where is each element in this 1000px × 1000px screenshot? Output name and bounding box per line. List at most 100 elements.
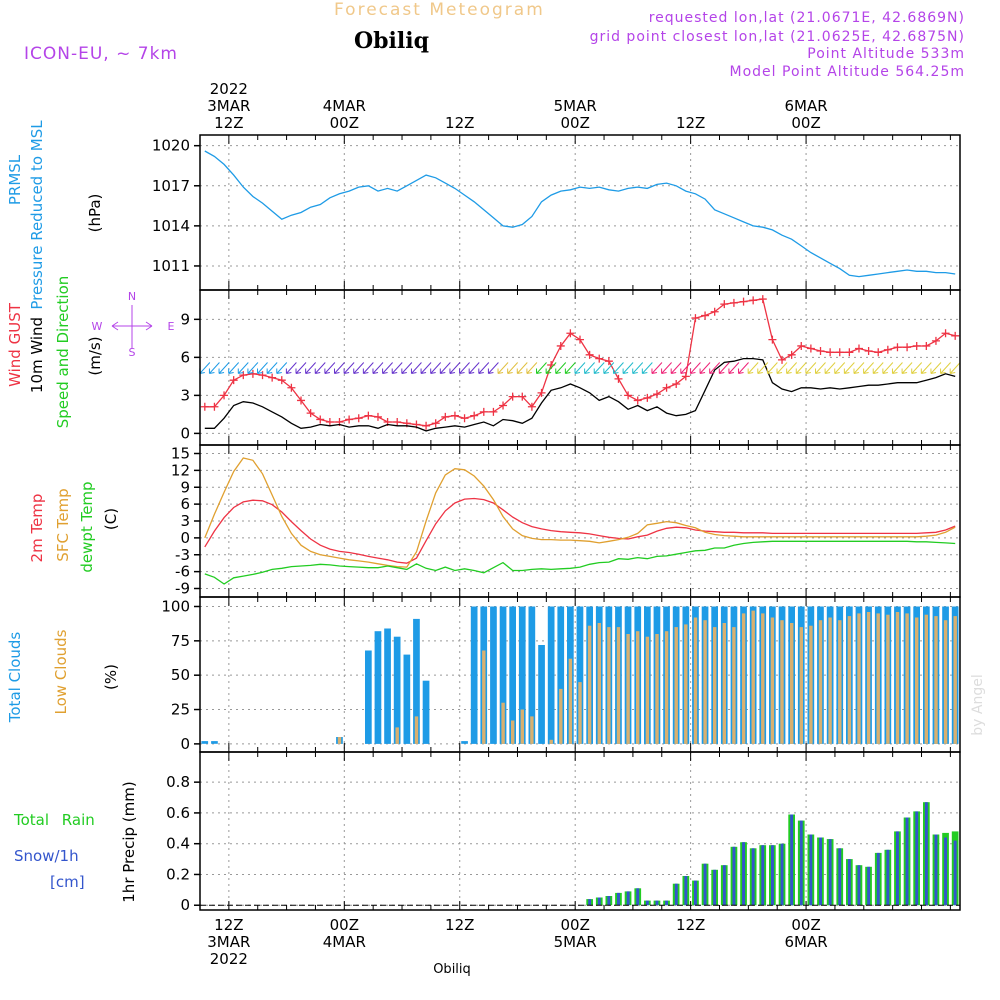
gust-marker: [470, 411, 479, 420]
wind-barb: [940, 362, 951, 374]
low-bar: [520, 709, 524, 744]
snow-bar: [905, 817, 909, 906]
y-tick-label: -3: [175, 546, 190, 564]
y-tick-label: 0: [180, 896, 190, 914]
wind-barb: [333, 362, 345, 374]
y-tick-label: 1014: [152, 217, 190, 235]
precip-axis-label: 1hr Precip (mm): [120, 781, 138, 902]
y-tick-label: 1017: [152, 177, 190, 195]
gust-marker: [277, 376, 286, 385]
bottom-time-label: 6MAR: [784, 933, 827, 951]
gust-marker: [297, 396, 306, 405]
wind-barb: [930, 362, 942, 374]
snow-bar: [588, 899, 592, 906]
gust-marker: [527, 402, 536, 411]
gust-marker: [845, 348, 854, 357]
wind-barb: [766, 362, 778, 374]
gust-marker: [210, 402, 219, 411]
gust-marker: [200, 402, 209, 411]
clouds-axis-label: Low Clouds: [52, 629, 70, 714]
total-bar: [403, 654, 411, 744]
snow-bar: [636, 888, 640, 906]
low-bar: [607, 627, 611, 744]
bottom-time-label: 4MAR: [323, 933, 366, 951]
wind-barb: [526, 362, 538, 374]
y-tick-label: 3: [180, 386, 190, 404]
gust-marker: [854, 344, 863, 353]
wind-barb: [949, 362, 961, 374]
snow-bar: [780, 843, 784, 906]
wind-barb: [670, 362, 682, 374]
top-time-label: 2022: [210, 80, 248, 98]
low-bar: [693, 617, 698, 744]
gust-marker: [614, 374, 623, 383]
pressure-axis-label: Pressure Reduced to MSL: [28, 120, 46, 310]
low-bar: [597, 623, 601, 744]
y-tick-label: 0: [180, 424, 190, 442]
wind-barb: [199, 362, 211, 374]
gridpoint-coords: grid point closest lon,lat (21.0625E, 42…: [589, 29, 965, 45]
gust-marker: [951, 331, 960, 340]
low-bar: [761, 613, 765, 744]
gust-marker: [229, 376, 238, 385]
total-rain-label: Total Rain: [13, 811, 95, 829]
gust-marker: [729, 298, 738, 307]
snow-bar: [915, 811, 919, 906]
top-time-label: 00Z: [791, 114, 820, 132]
top-time-label: 12Z: [214, 114, 243, 132]
low-bar: [780, 620, 784, 744]
low-bar: [828, 617, 832, 744]
low-bar: [664, 631, 669, 744]
gust-marker: [604, 357, 613, 366]
wind-barb: [276, 362, 288, 374]
total-bar: [374, 631, 382, 744]
wind-barb: [805, 362, 817, 374]
gust-marker: [566, 329, 575, 338]
low-bar: [915, 617, 919, 744]
low-bar: [751, 610, 755, 744]
gust-marker: [508, 392, 517, 401]
pressure-grid: [200, 135, 960, 290]
low-bar: [636, 631, 640, 744]
snow-bar: [761, 845, 765, 906]
y-tick-label: 100: [161, 597, 190, 615]
wind-barb: [834, 362, 846, 374]
gust-marker: [672, 379, 681, 388]
snow-bar: [665, 900, 668, 906]
top-time-label: 00Z: [561, 114, 590, 132]
wind-barb: [728, 362, 740, 374]
snow-bar: [944, 837, 947, 906]
gust-marker: [479, 407, 488, 416]
low-bar: [559, 688, 563, 744]
gust-marker: [749, 296, 758, 305]
wind-barb: [757, 362, 769, 374]
wind-grid: [200, 290, 960, 445]
gust-marker: [316, 415, 325, 424]
low-bar: [934, 616, 938, 744]
gust-marker: [268, 373, 277, 382]
gust-marker: [345, 415, 354, 424]
low-bar: [953, 616, 957, 744]
wind-axis-label: (m/s): [86, 336, 104, 375]
bottom-time-label: 5MAR: [554, 933, 597, 951]
point-altitude: Point Altitude 533m: [807, 46, 965, 62]
bottom-time-label: 3MAR: [207, 933, 250, 951]
wind-barb: [911, 362, 923, 374]
wind-barb: [362, 362, 374, 374]
low-bar: [905, 613, 909, 744]
gust-marker: [537, 388, 546, 397]
total-bar: [499, 606, 507, 744]
requested-coords: requested lon,lat (21.0671E, 42.6869N): [648, 10, 965, 26]
wind-barb: [305, 362, 317, 374]
gust-marker: [325, 417, 334, 426]
total-bar: [461, 741, 468, 744]
top-time-label: 00Z: [330, 114, 359, 132]
top-time-label: 4MAR: [323, 97, 366, 115]
top-time-label: 12Z: [445, 114, 474, 132]
wind-barb: [247, 362, 259, 374]
snow-bar: [828, 839, 832, 906]
wind-barb: [891, 362, 903, 374]
snow-bar: [713, 869, 717, 906]
gust-marker: [739, 297, 748, 306]
